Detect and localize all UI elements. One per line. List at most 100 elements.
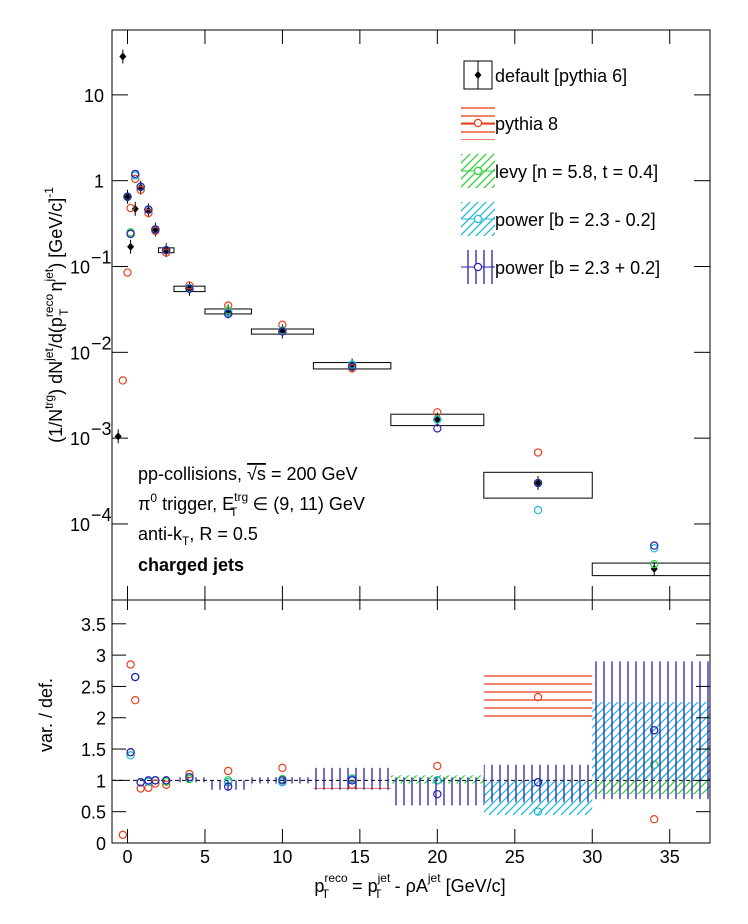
ratio-point — [162, 780, 171, 789]
y-tick-label: 10 — [70, 343, 90, 363]
data-point — [278, 327, 287, 336]
ratio-point — [533, 807, 543, 816]
ratio-point — [533, 778, 543, 787]
y-tick-exponent: −2 — [91, 333, 112, 353]
ratio-point — [650, 815, 659, 824]
y-tick-label: 1 — [96, 771, 106, 791]
data-point — [123, 192, 132, 201]
ratio-point — [131, 696, 140, 705]
data-point — [126, 229, 135, 239]
ratio-band — [483, 764, 593, 803]
legend-label: default [pythia 6] — [495, 66, 627, 86]
y-tick-label: 10 — [70, 258, 90, 278]
legend-marker — [473, 118, 483, 128]
y-tick-label: 3 — [96, 646, 106, 666]
ratio-point — [126, 660, 135, 669]
data-point — [223, 309, 233, 319]
y-tick-exponent: −1 — [91, 248, 112, 268]
legend-label: pythia 8 — [495, 114, 558, 134]
x-tick-label: 10 — [272, 847, 292, 867]
y-tick-exponent: −4 — [91, 505, 112, 525]
data-point — [650, 559, 659, 569]
data-point — [347, 362, 357, 371]
legend-label: power [b = 2.3 + 0.2] — [495, 258, 660, 278]
ratio-point — [126, 751, 135, 760]
y-tick-label: 0.5 — [81, 803, 106, 823]
ratio-point — [131, 672, 140, 682]
ratio-point — [223, 766, 233, 776]
top-frame — [111, 29, 711, 601]
data-point — [433, 415, 442, 424]
ratio-point — [162, 776, 171, 785]
legend-marker — [473, 214, 483, 224]
x-tick-label: 35 — [660, 847, 680, 867]
ratio-band — [204, 780, 252, 790]
y-tick-exponent: −3 — [91, 419, 112, 439]
x-tick-label: 0 — [122, 847, 132, 867]
legend: default [pythia 6] pythia 8 levy [n = 5.8,… — [461, 60, 660, 284]
data-point — [650, 541, 659, 550]
x-axis-label: preco T = pjet T - ρAjet [GeV/c] — [314, 871, 505, 901]
ratio-band — [313, 767, 391, 790]
data-point — [136, 182, 145, 191]
y-tick-label: 3.5 — [81, 615, 106, 635]
ratio-band — [592, 661, 710, 800]
data-point — [162, 248, 171, 257]
y-tick-label: 10 — [70, 429, 90, 449]
ratio-point — [118, 830, 128, 840]
y-tick-label: 0 — [96, 834, 106, 854]
data-point — [123, 268, 132, 277]
y-tick-label: 1.5 — [81, 740, 106, 760]
legend-marker — [473, 262, 483, 272]
systematic-box — [483, 471, 593, 499]
data-point — [534, 479, 542, 488]
ratio-point — [126, 747, 135, 757]
ratio-point — [151, 776, 160, 785]
ratio-point — [185, 773, 194, 782]
ratio-band — [390, 777, 484, 806]
data-point — [127, 242, 135, 251]
annotation: π0 trigger, Etrg T ∈ (9, 11) GeV — [138, 490, 365, 519]
x-tick-label: 20 — [427, 847, 447, 867]
data-point — [533, 448, 543, 457]
ratio-band — [173, 777, 205, 783]
data-point — [162, 246, 170, 255]
y-tick-label: 1 — [94, 172, 104, 192]
legend-marker — [474, 71, 482, 79]
data-point — [223, 305, 233, 315]
legend-label: power [b = 2.3 - 0.2] — [495, 210, 656, 230]
data-point — [533, 505, 543, 515]
annotations: pp-collisions, √s = 200 GeV π0 trigger, … — [138, 464, 365, 575]
ratio-point — [223, 782, 233, 791]
data-point — [119, 52, 127, 61]
ratio-plot — [112, 660, 710, 840]
ratio-band — [251, 777, 314, 784]
ratio-point — [533, 692, 543, 702]
data-point — [650, 544, 659, 553]
data-point — [433, 424, 442, 433]
data-point — [123, 192, 131, 201]
data-point — [144, 205, 153, 214]
ratio-frame — [111, 599, 711, 844]
data-point — [433, 415, 441, 424]
data-point — [114, 432, 122, 441]
y-tick-label: 10 — [70, 515, 90, 535]
data-point — [126, 203, 135, 213]
data-point — [185, 281, 194, 290]
ratio-point — [136, 778, 145, 787]
legend-marker — [473, 166, 483, 176]
data-point — [533, 478, 543, 488]
data-point — [136, 185, 145, 195]
data-point — [162, 245, 171, 255]
data-point — [131, 174, 140, 184]
data-point — [131, 169, 140, 179]
x-tick-label: 30 — [582, 847, 602, 867]
y-tick-label: 10 — [84, 86, 104, 106]
annotation: anti-kT, R = 0.5 — [138, 524, 258, 548]
y-tick-label: 2.5 — [81, 677, 106, 697]
legend-label: levy [n = 5.8, t = 0.4] — [495, 162, 658, 182]
data-point — [131, 204, 139, 213]
ratio-point — [278, 776, 287, 785]
